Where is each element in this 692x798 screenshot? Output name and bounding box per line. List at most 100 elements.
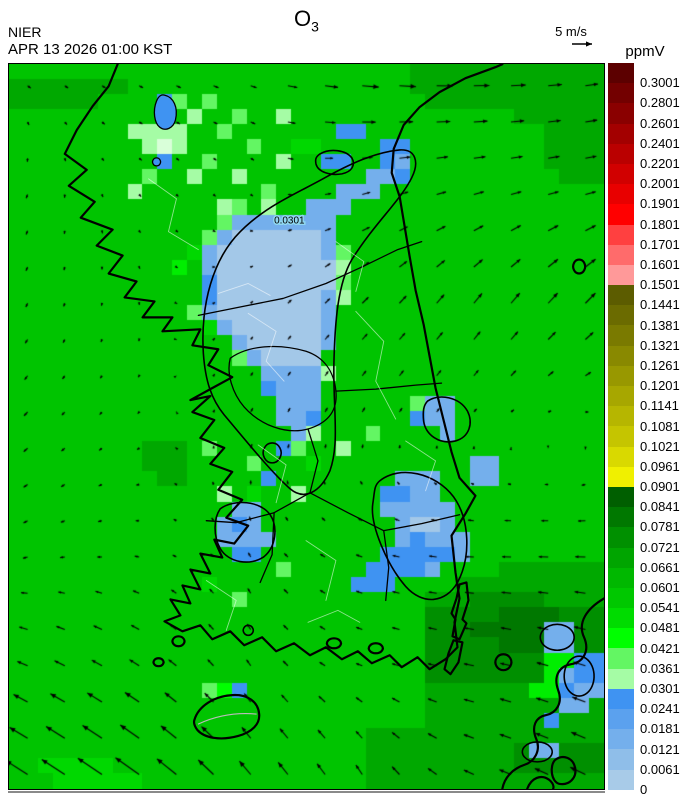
colorbar-tick-label: 0.0481	[640, 620, 680, 636]
contour-line	[371, 471, 468, 601]
colorbar-segment	[608, 224, 634, 245]
colorbar-tick-label: 0.0361	[640, 660, 680, 676]
colorbar-segment	[608, 163, 634, 185]
colorbar	[608, 63, 634, 790]
colorbar-segment	[608, 507, 634, 528]
coastline-path	[192, 693, 261, 740]
colorbar-tick-label: 0.3001	[640, 75, 680, 91]
contour-line	[563, 655, 595, 697]
colorbar-tick-label: 0.1201	[640, 378, 680, 394]
colorbar-segment	[608, 527, 634, 548]
county-boundary	[305, 540, 337, 601]
lake-shape	[151, 157, 162, 167]
colorbar-segment	[608, 204, 634, 225]
unit-label: ppmV	[625, 43, 665, 60]
colorbar-tick-label: 0.1141	[640, 398, 679, 414]
colorbar-segment	[608, 608, 634, 629]
county-boundary	[257, 444, 287, 504]
county-boundary	[148, 178, 199, 251]
coastline-path	[152, 657, 165, 668]
colorbar-tick-label: 0.1801	[640, 216, 680, 232]
colorbar-tick-label: 0.1321	[640, 337, 680, 353]
county-boundary	[247, 312, 285, 382]
colorbar-segment	[608, 244, 634, 265]
map-underline	[8, 791, 605, 793]
colorbar-tick-label: 0.1901	[640, 196, 680, 212]
colorbar-segment	[608, 386, 634, 407]
colorbar-tick-label: 0.1701	[640, 236, 680, 252]
colorbar-segment	[608, 668, 634, 689]
coastline-path	[501, 597, 604, 789]
colorbar-segment	[608, 406, 634, 427]
colorbar-segment	[608, 446, 634, 467]
colorbar-tick-label: 0.0121	[640, 741, 680, 757]
colorbar-segment	[608, 83, 634, 104]
colorbar-tick-label: 0.0301	[640, 681, 680, 697]
org-label: NIER	[8, 24, 42, 40]
colorbar-segment	[608, 426, 634, 447]
province-boundary	[228, 345, 337, 432]
province-boundary	[383, 514, 461, 532]
colorbar-tick-label: 0.0841	[640, 499, 680, 515]
lake-shape	[153, 94, 177, 130]
county-boundary	[355, 310, 397, 420]
colorbar-tick-label: 0.0541	[640, 600, 680, 616]
colorbar-tick-label: 0.1601	[640, 256, 680, 272]
contour-line	[539, 623, 575, 652]
colorbar-tick-label: 0.0421	[640, 640, 680, 656]
colorbar-segment	[608, 103, 634, 124]
coastline-path	[325, 637, 343, 650]
colorbar-tick-label: 0.0721	[640, 539, 680, 555]
colorbar-segment	[608, 143, 634, 164]
colorbar-segment	[608, 486, 634, 508]
coastline-path	[63, 64, 504, 671]
colorbar-segment	[608, 749, 634, 770]
colorbar-segment	[608, 184, 634, 205]
map-raster-canvas	[9, 64, 604, 789]
colorbar-segment	[608, 285, 634, 306]
map: 0.0301	[8, 63, 605, 790]
colorbar-segment	[608, 547, 634, 568]
colorbar-segment	[608, 648, 634, 669]
colorbar-segment	[608, 587, 634, 609]
colorbar-tick-label: 0.0661	[640, 559, 680, 575]
province-boundary	[205, 428, 319, 524]
title-species-sub: 3	[311, 18, 319, 35]
colorbar-segment	[608, 63, 634, 84]
colorbar-segment	[608, 466, 634, 487]
contour-line	[314, 149, 355, 176]
colorbar-segment	[608, 365, 634, 386]
colorbar-segment	[608, 709, 634, 730]
colorbar-tick-label: 0.0241	[640, 701, 680, 717]
coastline-path	[443, 639, 464, 676]
colorbar-tick-label: 0.0061	[640, 761, 680, 777]
colorbar-tick-label: 0.0901	[640, 479, 680, 495]
colorbar-segment	[608, 628, 634, 649]
map-overlay-svg: 0.0301	[63, 64, 604, 789]
colorbar-tick-label: 0.1021	[640, 438, 680, 454]
coastline-path	[450, 581, 470, 641]
coastline-path	[572, 258, 587, 275]
page-title: O3	[8, 6, 605, 34]
colorbar-segment	[608, 305, 634, 326]
colorbar-tick-label: 0.2801	[640, 95, 680, 111]
colorbar-tick-label: 0.0961	[640, 458, 680, 474]
wind-scale-label: 5 m/s	[555, 24, 587, 39]
province-boundary	[259, 512, 275, 584]
colorbar-segment	[608, 567, 634, 588]
colorbar-labels: 0.3001 0.2801 0.2601 0.2401 0.2201 0.2001 0.19…	[640, 63, 692, 797]
coastline-path	[367, 642, 384, 655]
colorbar-tick-label: 0.2601	[640, 115, 680, 131]
coastline-path	[526, 776, 555, 789]
title-species: O	[294, 6, 312, 31]
coastline-path	[550, 756, 577, 786]
colorbar-tick-label: 0.0181	[640, 721, 680, 737]
colorbar-tick-label: 0.1501	[640, 277, 680, 293]
county-boundary	[307, 609, 361, 623]
county-boundary	[405, 440, 437, 492]
contour-line	[262, 442, 282, 464]
colorbar-segment	[608, 345, 634, 366]
colorbar-segment	[608, 729, 634, 750]
colorbar-tick-label: 0.0601	[640, 580, 680, 596]
